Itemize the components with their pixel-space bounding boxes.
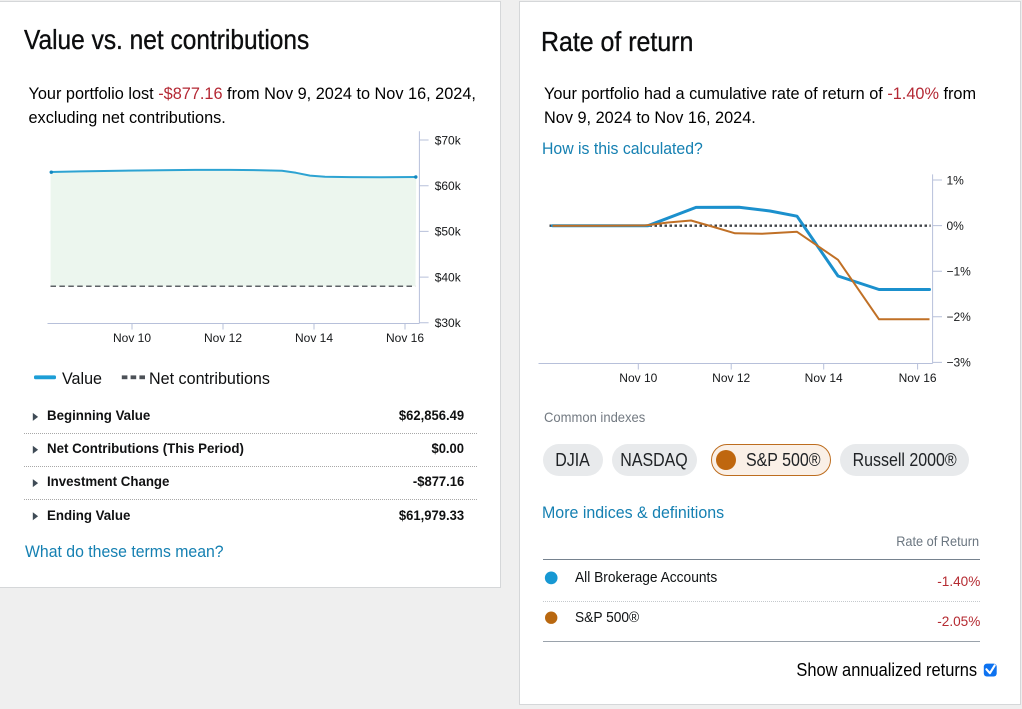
svg-text:$50k: $50k [435, 225, 462, 239]
svg-text:Nov 10: Nov 10 [619, 371, 657, 385]
svg-text:0%: 0% [947, 219, 965, 233]
svg-text:−2%: −2% [947, 310, 972, 324]
svg-text:−3%: −3% [947, 356, 972, 370]
svg-text:Nov 12: Nov 12 [712, 371, 750, 385]
svg-text:Nov 10: Nov 10 [113, 331, 151, 345]
svg-text:Nov 14: Nov 14 [295, 331, 333, 345]
svg-text:$30k: $30k [435, 316, 462, 330]
svg-text:$60k: $60k [435, 179, 462, 193]
svg-text:−1%: −1% [947, 265, 972, 279]
svg-text:Nov 14: Nov 14 [805, 371, 843, 385]
svg-text:$70k: $70k [435, 133, 462, 147]
svg-text:Nov 12: Nov 12 [204, 331, 242, 345]
svg-text:Nov 16: Nov 16 [899, 371, 937, 385]
svg-text:Nov 16: Nov 16 [386, 331, 424, 345]
svg-text:$40k: $40k [435, 270, 462, 284]
svg-text:1%: 1% [947, 173, 965, 187]
